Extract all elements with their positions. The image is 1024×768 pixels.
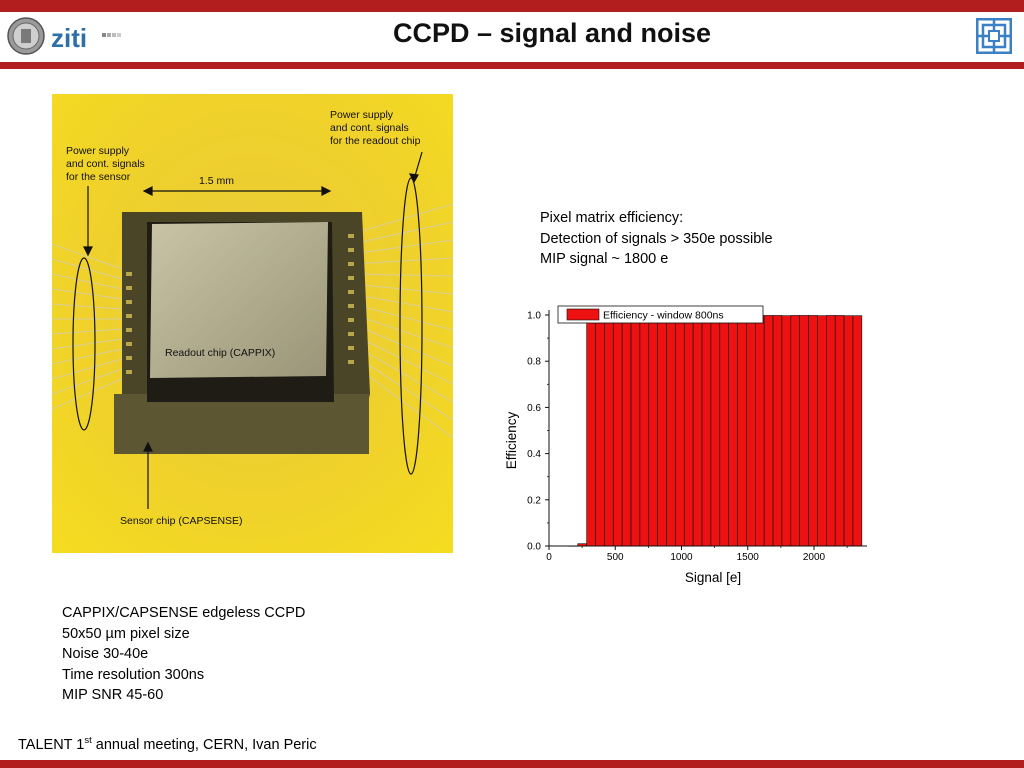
chart-bar <box>728 315 738 547</box>
y-tick-label: 0.6 <box>527 403 541 414</box>
chart-bar <box>604 315 614 547</box>
info-line: MIP signal ~ 1800 e <box>540 251 669 267</box>
chart-bar <box>719 315 729 547</box>
x-tick-label: 1500 <box>737 552 760 563</box>
footer-bar <box>0 760 1024 768</box>
chart-bar <box>683 315 694 547</box>
power-readout-label: Power supply and cont. signals for the r… <box>330 109 421 147</box>
scale-label: 1.5 mm <box>199 175 235 187</box>
chart-bar <box>666 315 676 547</box>
chart-bar <box>755 315 765 547</box>
chart-bar <box>843 315 854 547</box>
x-tick-label: 0 <box>546 552 552 563</box>
chart-bar <box>790 315 800 547</box>
y-tick-label: 1.0 <box>527 311 541 322</box>
y-tick-label: 0.8 <box>527 357 541 368</box>
x-axis-label: Signal [e] <box>685 570 741 585</box>
chart-bar <box>621 315 632 547</box>
chart-bar <box>710 315 721 547</box>
page-title: CCPD – signal and noise <box>392 18 712 48</box>
y-axis-label: Efficiency <box>504 411 519 469</box>
chart-bar <box>826 315 836 547</box>
chart-bar <box>834 315 845 547</box>
chart-bar <box>817 315 827 547</box>
logo-wordmark: ziti <box>51 23 87 53</box>
chart-bar <box>586 315 596 547</box>
efficiency-notes: Pixel matrix efficiency: Detection of si… <box>540 208 773 270</box>
chart-bar <box>746 315 756 547</box>
ziti-logo: ziti <box>7 17 121 55</box>
sensor-chip-label: Sensor chip (CAPSENSE) <box>120 515 243 527</box>
chart-bar <box>639 315 650 547</box>
chart-bar <box>657 315 667 547</box>
chart-bar <box>692 315 703 547</box>
header-bottom-bar <box>0 62 1024 69</box>
chart-bar <box>612 315 623 547</box>
readout-chip-label: Readout chip (CAPPIX) <box>165 347 276 359</box>
chip-specs: CAPPIX/CAPSENSE edgeless CCPD 50x50 µm p… <box>62 603 305 706</box>
y-tick-label: 0.0 <box>527 542 541 553</box>
legend-box <box>557 305 764 324</box>
y-tick-label: 0.4 <box>527 449 541 460</box>
power-sensor-label: Power supply and cont. signals for the s… <box>66 145 145 183</box>
info-line: Pixel matrix efficiency: <box>540 210 684 226</box>
chart-bar <box>675 315 685 547</box>
chart-bar <box>595 315 605 547</box>
footer-text: TALENT 1st annual meeting, CERN, Ivan Pe… <box>18 735 317 753</box>
chart-bar <box>648 315 658 547</box>
legend-label: Efficiency - window 800ns <box>603 310 724 322</box>
spec-line: CAPPIX/CAPSENSE edgeless CCPD <box>62 605 306 621</box>
chart-bar <box>799 315 809 547</box>
uni-logo-icon <box>976 18 1012 54</box>
chart-bar <box>772 315 783 547</box>
chart-bar <box>852 315 863 547</box>
chart-bar <box>737 315 747 547</box>
efficiency-chart: 0.0 0.2 0.4 0.6 0.8 1.0 0 500 1000 1500 2000 Signal… <box>504 305 867 585</box>
spec-line: MIP SNR 45-60 <box>62 687 164 703</box>
x-tick-label: 500 <box>607 552 624 563</box>
spec-line: 50x50 µm pixel size <box>62 625 190 642</box>
chart-bar <box>781 315 792 547</box>
chart-bar <box>630 315 641 547</box>
chart-bar <box>808 315 818 547</box>
chart-bar <box>701 315 712 547</box>
header-top-bar <box>0 0 1024 12</box>
legend-swatch <box>566 308 600 321</box>
spec-line: Time resolution 300ns <box>62 666 205 683</box>
x-tick-label: 1000 <box>670 552 693 563</box>
chip-photo <box>52 94 453 553</box>
x-tick-label: 2000 <box>803 552 826 563</box>
y-tick-label: 0.2 <box>527 495 541 506</box>
chart-bar <box>763 315 774 547</box>
spec-line: Noise 30-40e <box>62 646 149 662</box>
info-line: Detection of signals > 350e possible <box>540 230 773 247</box>
